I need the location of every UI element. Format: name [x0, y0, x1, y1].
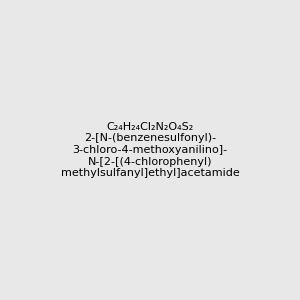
Text: C₂₄H₂₄Cl₂N₂O₄S₂
2-[N-(benzenesulfonyl)-
3-chloro-4-methoxyanilino]-
N-[2-[(4-chl: C₂₄H₂₄Cl₂N₂O₄S₂ 2-[N-(benzenesulfonyl)- …	[61, 122, 239, 178]
